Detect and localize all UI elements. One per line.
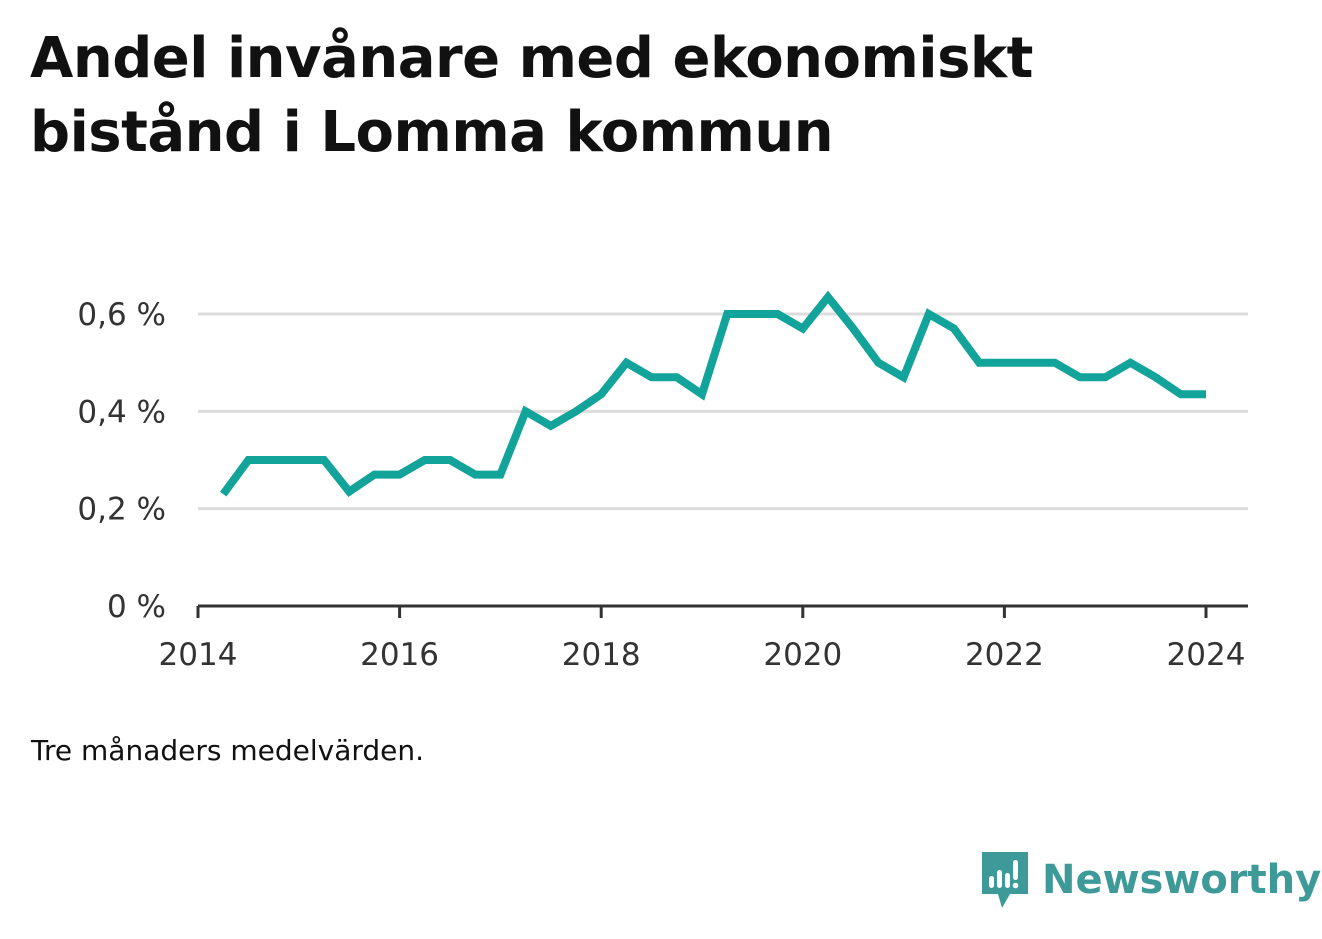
x-tick-label: 2014 (159, 637, 238, 673)
x-tick-label: 2018 (562, 637, 641, 673)
series-lines (219, 290, 1206, 497)
grid-lines (198, 312, 1248, 511)
brand-name: Newsworthy (1042, 857, 1322, 903)
chart-title: Andel invånare med ekonomiskt bistånd i … (30, 26, 1033, 165)
chart-note: Tre månaders medelvärden. (31, 734, 425, 767)
x-tick-labels: 2014 2016 2018 2020 2022 2024 (159, 606, 1246, 673)
y-tick-label: 0 % (107, 589, 166, 625)
brand-logo: Newsworthy (980, 848, 1321, 912)
y-tick-labels: 0 % 0,2 % 0,4 % 0,6 % (77, 297, 166, 625)
x-tick-label: 2016 (360, 637, 439, 673)
series-line (219, 290, 1206, 497)
newsworthy-logo-icon (982, 852, 1028, 908)
x-tick-label: 2022 (965, 637, 1044, 673)
y-tick-label: 0,4 % (77, 394, 166, 430)
x-tick-label: 2020 (763, 637, 842, 673)
y-tick-label: 0,6 % (77, 297, 166, 333)
y-tick-label: 0,2 % (77, 492, 166, 528)
x-tick-label: 2024 (1167, 637, 1246, 673)
